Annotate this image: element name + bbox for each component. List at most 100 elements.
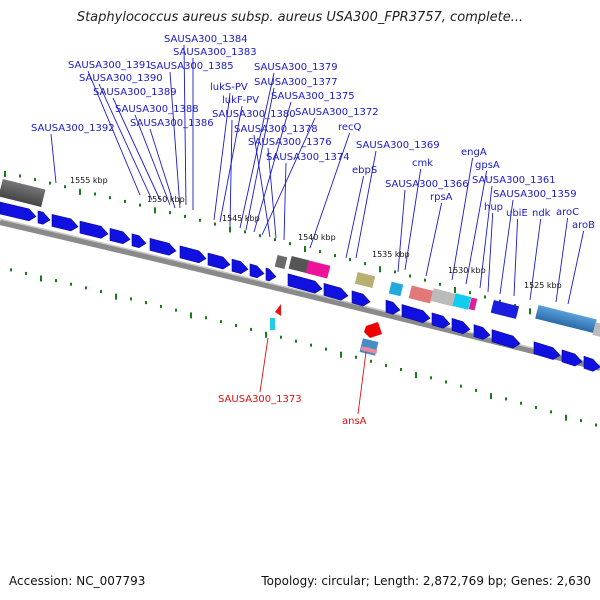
guide-dot [550, 410, 552, 414]
leader-line [487, 212, 494, 293]
gene-arrow [401, 304, 431, 323]
gene-arrow [131, 233, 147, 249]
leader-line [425, 202, 443, 277]
gene-arrow [323, 282, 349, 301]
feature-block-stack-pink [360, 346, 378, 354]
guide-dot [460, 384, 462, 388]
leader-line [499, 199, 514, 295]
gene-label: SAUSA300_1390 [79, 73, 163, 84]
guide-dot [340, 351, 342, 358]
leader-line [267, 147, 277, 239]
guide-dot [175, 308, 177, 312]
gene-label: SAUSA300_1361 [472, 175, 556, 186]
feature-block-cyan [388, 281, 404, 297]
gene-arrow [561, 349, 583, 367]
gene-label: SAUSA300_1380 [212, 109, 296, 120]
gene-arrow [385, 299, 401, 315]
guide-dot [400, 368, 402, 371]
gene-arrow [0, 201, 37, 222]
guide-dot [469, 291, 471, 295]
guide-dot [310, 343, 312, 347]
guide-dot [124, 199, 126, 203]
guide-dot [529, 308, 531, 315]
guide-dot [454, 286, 456, 293]
gene-label: SAUSA300_1392 [31, 123, 115, 134]
guide-dot [439, 282, 441, 286]
guide-dot [214, 222, 216, 226]
guide-dot [280, 335, 282, 339]
guide-dot [259, 234, 261, 238]
leader-line [345, 175, 365, 259]
genome-backbone [0, 219, 600, 371]
guide-dot [505, 397, 507, 401]
leader-line [169, 71, 181, 209]
kbp-tick-labels: 1555 kbp 1550 kbp 1545 kbp 1540 kbp 1535 kbp… [70, 176, 562, 290]
gene-label: lukF-PV [222, 95, 259, 106]
red-feature-block [364, 322, 382, 338]
feature-block-grey [288, 256, 310, 273]
guide-dot [169, 211, 171, 215]
guide-dot [250, 327, 252, 331]
leader-line [261, 117, 316, 236]
guide-dot [355, 355, 357, 359]
leader-line [355, 150, 377, 259]
guide-dot [364, 262, 366, 266]
gene-arrow [51, 213, 79, 232]
guide-dot [334, 254, 336, 258]
feature-block-salmon [408, 285, 434, 304]
red-leader-line [259, 337, 269, 393]
gene-label: recQ [338, 122, 362, 133]
guide-dot [10, 268, 12, 272]
guide-dot [244, 230, 246, 234]
guide-dot [445, 380, 447, 384]
tick-label: 1545 kbp [222, 214, 260, 223]
guide-dot [580, 419, 582, 423]
feature-block-cyan [452, 293, 472, 310]
guide-dot [379, 266, 381, 273]
gene-label: SAUSA300_1375 [271, 91, 355, 102]
label-leader-lines [50, 44, 585, 415]
leader-line [555, 217, 569, 303]
gene-arrow [249, 263, 265, 279]
guide-dot [79, 188, 81, 195]
guide-dot [430, 376, 432, 380]
guide-dot [55, 279, 57, 283]
guide-dot [499, 299, 501, 303]
guide-dot [325, 347, 327, 351]
guide-dot [49, 181, 51, 185]
guide-dot [64, 185, 66, 189]
feature-block-olive [354, 272, 376, 288]
gene-label: gpsA [475, 160, 500, 171]
gene-label: SAUSA300_1366 [385, 179, 469, 190]
gene-label: ubiE [506, 208, 528, 219]
guide-dot [424, 278, 426, 282]
red-gene-label: ansA [342, 416, 367, 427]
guide-dot [595, 423, 597, 427]
guide-dot [130, 297, 132, 301]
feature-block-grey [0, 178, 46, 208]
guide-dot [415, 372, 417, 379]
leader-line [283, 162, 287, 241]
gene-arrow [473, 324, 491, 340]
tick-label: 1540 kbp [298, 233, 336, 242]
guide-dot [160, 304, 162, 308]
gene-label: SAUSA300_1379 [254, 62, 338, 73]
gene-label: SAUSA300_1372 [295, 107, 379, 118]
leader-line [479, 185, 493, 289]
guide-dot [139, 203, 141, 207]
leader-line [465, 170, 488, 285]
leader-line [513, 218, 519, 297]
leader-line [253, 101, 292, 233]
gene-arrow [179, 245, 207, 264]
leader-line [149, 128, 176, 209]
gene-label: lukS-PV [210, 82, 248, 93]
tick-label: 1550 kbp [147, 195, 185, 204]
gene-arrow [583, 355, 600, 372]
leader-line [229, 119, 233, 227]
gene-label: SAUSA300_1376 [248, 137, 332, 148]
leader-line [183, 44, 187, 206]
guide-dot [484, 295, 486, 299]
tick-label: 1555 kbp [70, 176, 108, 185]
feature-block-lightgrey [592, 322, 600, 337]
gene-label: ndk [532, 208, 551, 219]
